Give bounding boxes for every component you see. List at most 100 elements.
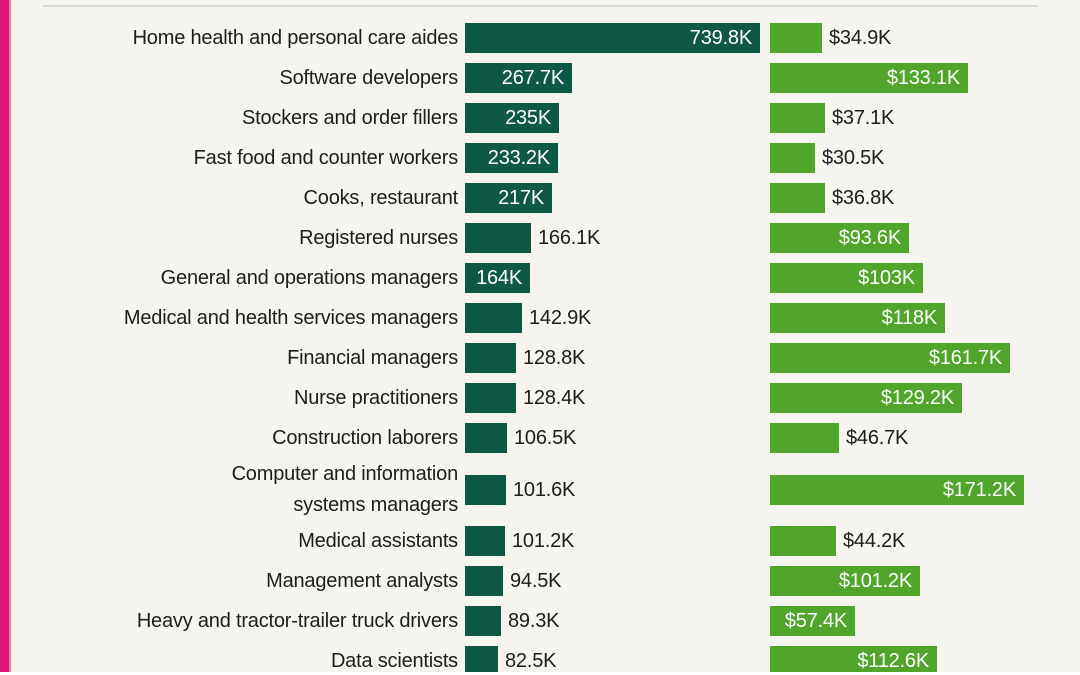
- chart-row: Financial managers 128.8K $161.7K: [0, 338, 1080, 378]
- count-bar: [465, 566, 503, 596]
- count-bar: [465, 423, 507, 453]
- chart-row: Home health and personal care aides739.8…: [0, 18, 1080, 58]
- count-bar: [465, 303, 522, 333]
- count-value-label: 128.8K: [523, 343, 585, 373]
- count-bar: 739.8K: [465, 23, 760, 53]
- chart-row: Fast food and counter workers233.2K $30.5…: [0, 138, 1080, 178]
- count-value-label: 233.2K: [465, 143, 558, 173]
- pay-value-label: $118K: [770, 303, 945, 333]
- count-bar: 217K: [465, 183, 552, 213]
- occupation-label: Registered nurses: [0, 218, 458, 258]
- chart-rows: Home health and personal care aides739.8…: [0, 0, 1080, 675]
- occupation-label: Software developers: [0, 58, 458, 98]
- chart-row: Software developers267.7K $133.1K: [0, 58, 1080, 98]
- occupation-label: Computer and informationsystems managers: [0, 458, 458, 521]
- count-value-label: 128.4K: [523, 383, 585, 413]
- pay-bar: $103K: [770, 263, 923, 293]
- occupation-label: Data scientists: [0, 641, 458, 675]
- pay-bar: [770, 183, 825, 213]
- count-bar: 164K: [465, 263, 530, 293]
- pay-value-label: $129.2K: [770, 383, 962, 413]
- pay-value-label: $30.5K: [822, 143, 884, 173]
- chart-page: Home health and personal care aides739.8…: [0, 0, 1080, 675]
- pay-value-label: $133.1K: [770, 63, 968, 93]
- count-value-label: 89.3K: [508, 606, 559, 636]
- pay-bar: $57.4K: [770, 606, 855, 636]
- pay-bar: $129.2K: [770, 383, 962, 413]
- pay-bar: [770, 423, 839, 453]
- occupation-label-line: systems managers: [0, 490, 458, 521]
- pay-bar: [770, 526, 836, 556]
- occupation-label: Construction laborers: [0, 418, 458, 458]
- pay-value-label: $46.7K: [846, 423, 908, 453]
- pay-bar: $93.6K: [770, 223, 909, 253]
- count-value-label: 217K: [465, 183, 552, 213]
- occupation-label: Fast food and counter workers: [0, 138, 458, 178]
- pay-bar: $118K: [770, 303, 945, 333]
- occupation-label: Management analysts: [0, 561, 458, 601]
- count-value-label: 739.8K: [465, 23, 760, 53]
- chart-row: Medical assistants 101.2K $44.2K: [0, 521, 1080, 561]
- count-bar: 235K: [465, 103, 559, 133]
- pay-bar: [770, 103, 825, 133]
- chart-row: Data scientists 82.5K $112.6K: [0, 641, 1080, 675]
- chart-row: Stockers and order fillers235K $37.1K: [0, 98, 1080, 138]
- count-bar: [465, 606, 501, 636]
- count-value-label: 94.5K: [510, 566, 561, 596]
- count-value-label: 101.6K: [513, 475, 575, 505]
- occupation-label: Medical and health services managers: [0, 298, 458, 338]
- occupation-label: Nurse practitioners: [0, 378, 458, 418]
- pay-value-label: $57.4K: [770, 606, 855, 636]
- pay-bar: $171.2K: [770, 475, 1024, 505]
- count-value-label: 164K: [465, 263, 530, 293]
- pay-bar: [770, 23, 822, 53]
- pay-bar: $161.7K: [770, 343, 1010, 373]
- pay-value-label: $37.1K: [832, 103, 894, 133]
- pay-value-label: $101.2K: [770, 566, 920, 596]
- chart-row: Management analysts 94.5K $101.2K: [0, 561, 1080, 601]
- pay-value-label: $44.2K: [843, 526, 905, 556]
- pay-bar: $133.1K: [770, 63, 968, 93]
- chart-row: General and operations managers164K $103K: [0, 258, 1080, 298]
- count-bar: 267.7K: [465, 63, 572, 93]
- chart-row: Computer and informationsystems managers…: [0, 458, 1080, 521]
- chart-row: Cooks, restaurant217K $36.8K: [0, 178, 1080, 218]
- pay-bar: $101.2K: [770, 566, 920, 596]
- chart-row: Medical and health services managers 142.…: [0, 298, 1080, 338]
- occupation-label: General and operations managers: [0, 258, 458, 298]
- count-bar: [465, 646, 498, 675]
- occupation-label: Cooks, restaurant: [0, 178, 458, 218]
- pay-value-label: $34.9K: [829, 23, 891, 53]
- pay-value-label: $161.7K: [770, 343, 1010, 373]
- count-value-label: 235K: [465, 103, 559, 133]
- pay-value-label: $93.6K: [770, 223, 909, 253]
- pay-value-label: $36.8K: [832, 183, 894, 213]
- count-bar: [465, 475, 506, 505]
- count-bar: [465, 343, 516, 373]
- count-value-label: 101.2K: [512, 526, 574, 556]
- pay-value-label: $171.2K: [770, 475, 1024, 505]
- count-value-label: 166.1K: [538, 223, 600, 253]
- pay-bar: $112.6K: [770, 646, 937, 675]
- occupation-label: Heavy and tractor-trailer truck drivers: [0, 601, 458, 641]
- pay-value-label: $112.6K: [770, 646, 937, 675]
- chart-row: Construction laborers 106.5K $46.7K: [0, 418, 1080, 458]
- count-value-label: 142.9K: [529, 303, 591, 333]
- chart-row: Nurse practitioners 128.4K $129.2K: [0, 378, 1080, 418]
- chart-row: Registered nurses 166.1K $93.6K: [0, 218, 1080, 258]
- occupation-label: Stockers and order fillers: [0, 98, 458, 138]
- count-bar: [465, 223, 531, 253]
- count-bar: [465, 526, 505, 556]
- occupation-label: Financial managers: [0, 338, 458, 378]
- count-bar: [465, 383, 516, 413]
- pay-value-label: $103K: [770, 263, 923, 293]
- count-value-label: 106.5K: [514, 423, 576, 453]
- count-value-label: 267.7K: [465, 63, 572, 93]
- count-bar: 233.2K: [465, 143, 558, 173]
- occupation-label: Home health and personal care aides: [0, 18, 458, 58]
- pay-bar: [770, 143, 815, 173]
- occupation-label: Medical assistants: [0, 521, 458, 561]
- count-value-label: 82.5K: [505, 646, 556, 675]
- chart-row: Heavy and tractor-trailer truck drivers 8…: [0, 601, 1080, 641]
- occupation-label-line: Computer and information: [0, 459, 458, 490]
